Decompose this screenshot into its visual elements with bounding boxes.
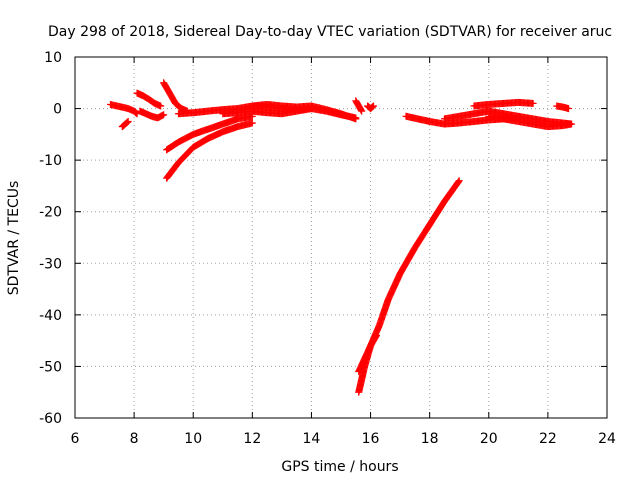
data-point bbox=[123, 118, 131, 126]
series-arc-d bbox=[136, 107, 168, 122]
plot-frame bbox=[74, 56, 608, 419]
data-point bbox=[352, 115, 360, 123]
data-point bbox=[372, 331, 380, 339]
x-tick-label: 16 bbox=[362, 431, 380, 447]
series-arc-b bbox=[118, 117, 132, 131]
x-axis-label: GPS time / hours bbox=[281, 459, 398, 475]
y-tick-label: 0 bbox=[53, 102, 62, 118]
x-tick-label: 12 bbox=[243, 431, 261, 447]
y-tick-label: 10 bbox=[44, 50, 62, 66]
data-point bbox=[248, 119, 256, 127]
x-tick-label: 14 bbox=[303, 431, 321, 447]
data-point bbox=[455, 177, 463, 185]
x-tick-label: 18 bbox=[421, 431, 439, 447]
y-tick-label: -30 bbox=[39, 256, 62, 272]
data-point bbox=[370, 102, 378, 110]
y-axis-label: SDTVAR / TECUs bbox=[6, 181, 22, 296]
x-tick-label: 6 bbox=[71, 431, 80, 447]
data-point bbox=[568, 120, 576, 128]
series-arc-k bbox=[352, 97, 366, 115]
series-arc-c bbox=[133, 89, 165, 110]
series-arc-a bbox=[106, 100, 141, 118]
series-arc-s bbox=[553, 102, 573, 113]
y-tick-label: -50 bbox=[39, 359, 62, 375]
series-arc-n bbox=[355, 331, 380, 376]
data-point bbox=[132, 108, 140, 116]
x-tick-label: 22 bbox=[539, 431, 557, 447]
data-point bbox=[157, 102, 165, 110]
series-arc-q bbox=[470, 98, 537, 110]
series-arc-l bbox=[364, 102, 378, 113]
x-tick-label: 8 bbox=[130, 431, 139, 447]
y-tick-label: -10 bbox=[39, 153, 62, 169]
x-tick-label: 20 bbox=[480, 431, 498, 447]
series-arc-f bbox=[163, 112, 256, 154]
series-arc-j bbox=[248, 100, 360, 123]
series-arc-e bbox=[160, 79, 191, 115]
chart-title: Day 298 of 2018, Sidereal Day-to-day VTE… bbox=[48, 24, 612, 40]
x-tick-label: 10 bbox=[184, 431, 202, 447]
series-arc-m bbox=[355, 177, 463, 396]
series-arc-r bbox=[485, 112, 576, 131]
data-point bbox=[124, 117, 132, 125]
data-point bbox=[565, 105, 573, 113]
data-point bbox=[160, 111, 168, 119]
data-point bbox=[455, 178, 463, 186]
y-tick-label: -60 bbox=[39, 411, 62, 427]
series-arc-g bbox=[163, 119, 256, 182]
data-point bbox=[369, 103, 377, 111]
axis-layer: 6 8 10 12 14 16 18 20 22 24 10 0 -10 -20 -30 -40 -50 -60 bbox=[39, 50, 616, 447]
y-tick-label: -40 bbox=[39, 308, 62, 324]
data-point bbox=[529, 99, 537, 107]
x-tick-label: 24 bbox=[598, 431, 616, 447]
data-point bbox=[132, 109, 140, 117]
points-layer bbox=[106, 79, 576, 396]
data-point bbox=[123, 119, 131, 127]
data-point bbox=[358, 107, 366, 115]
y-tick-label: -20 bbox=[39, 205, 62, 221]
data-point bbox=[368, 103, 376, 111]
